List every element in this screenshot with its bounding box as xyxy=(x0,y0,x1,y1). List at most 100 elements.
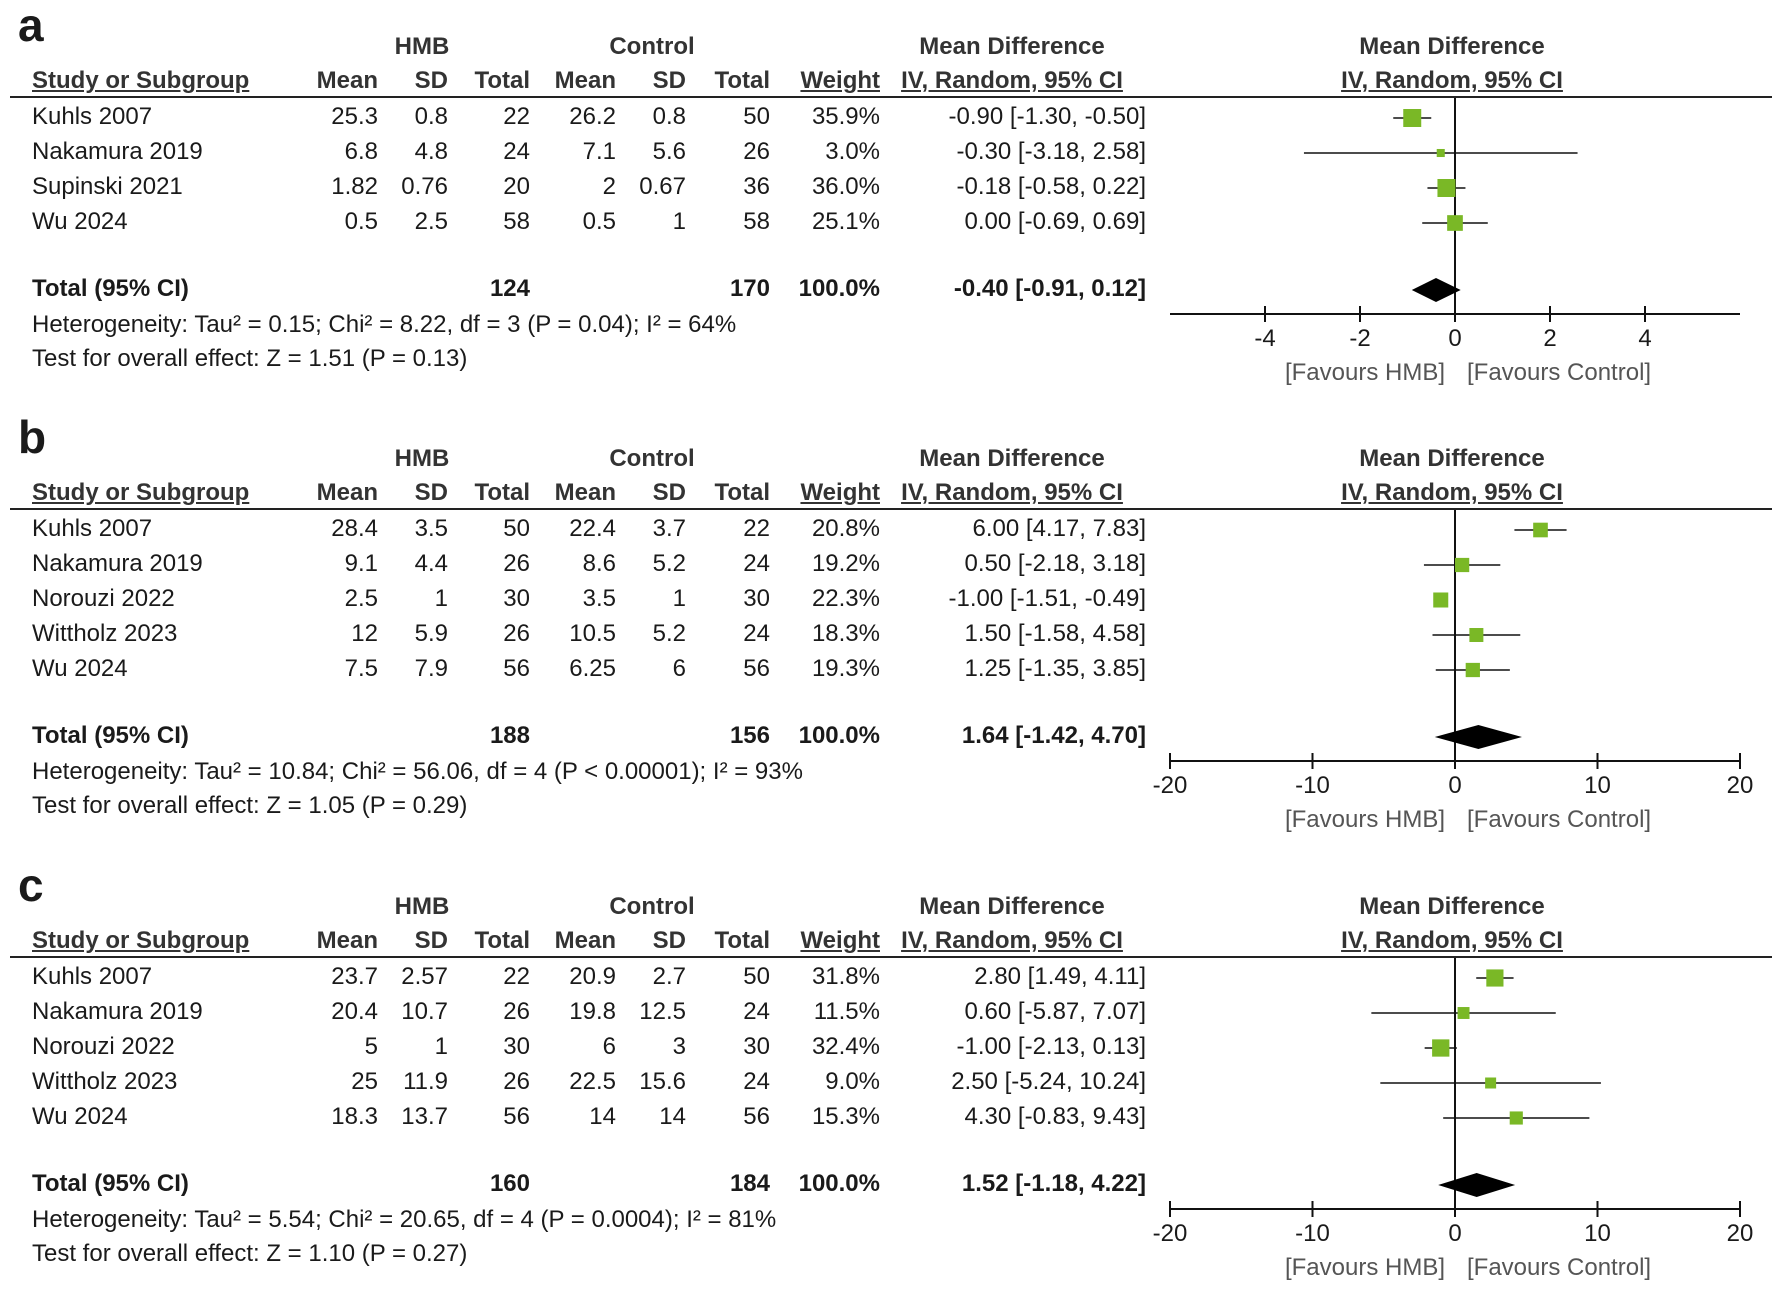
pooled-diamond xyxy=(1438,1173,1516,1197)
x-tick-label: -20 xyxy=(1153,772,1188,799)
control-sd: 3 xyxy=(672,1033,686,1060)
hmb-total: 26 xyxy=(503,550,530,577)
hmb-sd: 4.4 xyxy=(414,550,448,577)
hmb-mean: 5 xyxy=(364,1033,378,1060)
plot-md-header: Mean Difference xyxy=(1359,445,1545,472)
study-weight: 19.3% xyxy=(811,655,880,682)
x-tick-label: -2 xyxy=(1349,325,1370,352)
favours-hmb-label: [Favours HMB] xyxy=(1285,1254,1445,1281)
hmb-mean: 7.5 xyxy=(344,655,378,682)
study-col-header: Study or Subgroup xyxy=(32,927,250,954)
study-md-ci: 2.80 [1.49, 4.11] xyxy=(974,963,1146,990)
control-mean: 8.6 xyxy=(582,550,616,577)
control-mean: 3.5 xyxy=(582,585,616,612)
forest-panel-b: b HMB Control Mean Difference Mean Differenc… xyxy=(0,411,1772,852)
plot-md-method-header: IV, Random, 95% CI xyxy=(1341,927,1563,954)
study-name: Norouzi 2022 xyxy=(32,585,175,612)
hmb-total: 22 xyxy=(503,963,530,990)
control-total: 26 xyxy=(743,138,770,165)
study-md-ci: 2.50 [-5.24, 10.24] xyxy=(951,1068,1146,1095)
hmb-sd-header: SD xyxy=(414,67,448,94)
hmb-group-header: HMB xyxy=(394,445,450,472)
hmb-mean: 18.3 xyxy=(331,1103,378,1130)
hmb-total: 20 xyxy=(503,173,530,200)
study-square xyxy=(1485,1077,1497,1089)
control-sd: 1 xyxy=(672,585,686,612)
study-md-ci: 0.60 [-5.87, 7.07] xyxy=(964,998,1146,1025)
control-sd: 14 xyxy=(659,1103,686,1130)
hmb-total-header: Total xyxy=(474,479,530,506)
control-total: 30 xyxy=(743,585,770,612)
study-weight: 11.5% xyxy=(813,998,880,1025)
study-weight: 3.0% xyxy=(825,138,880,165)
total-control-n: 156 xyxy=(729,722,770,749)
control-mean: 0.5 xyxy=(582,208,616,235)
study-weight: 20.8% xyxy=(811,515,880,542)
x-tick-label: -4 xyxy=(1254,325,1275,352)
hmb-mean-header: Mean xyxy=(316,479,378,506)
x-tick-label: 20 xyxy=(1727,772,1754,799)
total-label: Total (95% CI) xyxy=(32,1170,189,1197)
study-square xyxy=(1447,215,1463,231)
study-square xyxy=(1469,628,1484,642)
study-md-ci: -0.30 [-3.18, 2.58] xyxy=(956,138,1146,165)
control-sd: 3.7 xyxy=(652,515,686,542)
study-name: Wittholz 2023 xyxy=(32,1068,178,1095)
hmb-sd: 5.9 xyxy=(414,620,448,647)
favours-hmb-label: [Favours HMB] xyxy=(1285,806,1445,833)
study-md-ci: 1.25 [-1.35, 3.85] xyxy=(964,655,1146,682)
hmb-mean: 12 xyxy=(351,620,378,647)
study-md-ci: 6.00 [4.17, 7.83] xyxy=(972,515,1146,542)
control-total: 50 xyxy=(743,103,770,130)
hmb-mean: 28.4 xyxy=(331,515,378,542)
study-square xyxy=(1403,109,1422,127)
control-mean: 2 xyxy=(602,173,616,200)
control-sd: 6 xyxy=(672,655,686,682)
header-rule xyxy=(10,956,1772,958)
header-rule xyxy=(10,508,1772,510)
weight-header: Weight xyxy=(800,927,880,954)
control-mean: 22.4 xyxy=(569,515,616,542)
control-total: 22 xyxy=(743,515,770,542)
hmb-total: 50 xyxy=(503,515,530,542)
total-control-n: 184 xyxy=(729,1170,770,1197)
total-md-ci: 1.64 [-1.42, 4.70] xyxy=(961,722,1146,749)
study-col-header: Study or Subgroup xyxy=(32,479,250,506)
hmb-total: 58 xyxy=(503,208,530,235)
study-md-ci: -0.90 [-1.30, -0.50] xyxy=(948,103,1146,130)
hmb-sd: 2.5 xyxy=(414,208,448,235)
forest-panel-c: c HMB Control Mean Difference Mean Differenc… xyxy=(0,859,1772,1300)
hmb-total-header: Total xyxy=(474,927,530,954)
study-square xyxy=(1432,1039,1450,1057)
control-total: 24 xyxy=(743,998,770,1025)
study-name: Nakamura 2019 xyxy=(32,998,203,1025)
study-square xyxy=(1436,148,1445,158)
study-md-ci: -1.00 [-1.51, -0.49] xyxy=(948,585,1146,612)
hmb-sd: 13.7 xyxy=(401,1103,448,1130)
pooled-diamond xyxy=(1411,278,1461,302)
forest-plot-area: -20 -10 0 10 20 [Favours HMB] [Favours Control… xyxy=(1153,958,1753,1281)
heterogeneity-text: Heterogeneity: Tau² = 0.15; Chi² = 8.22,… xyxy=(32,311,737,338)
control-sd-header: SD xyxy=(652,67,686,94)
control-total-header: Total xyxy=(714,479,770,506)
study-weight: 32.4% xyxy=(811,1033,880,1060)
hmb-sd: 11.9 xyxy=(403,1068,448,1095)
control-sd: 12.5 xyxy=(639,998,686,1025)
md-method-header: IV, Random, 95% CI xyxy=(901,479,1123,506)
hmb-mean: 0.5 xyxy=(344,208,378,235)
total-hmb-n: 188 xyxy=(489,722,530,749)
x-tick-label: 10 xyxy=(1584,1220,1611,1247)
x-tick-label: 0 xyxy=(1448,325,1461,352)
x-tick-label: 4 xyxy=(1638,325,1651,352)
md-header: Mean Difference xyxy=(919,33,1105,60)
study-name: Kuhls 2007 xyxy=(32,963,153,990)
hmb-mean: 9.1 xyxy=(344,550,378,577)
header-rule xyxy=(10,96,1772,98)
md-method-header: IV, Random, 95% CI xyxy=(901,927,1123,954)
weight-header: Weight xyxy=(800,479,880,506)
overall-effect-text: Test for overall effect: Z = 1.10 (P = 0… xyxy=(32,1240,468,1267)
study-weight: 19.2% xyxy=(811,550,880,577)
heterogeneity-text: Heterogeneity: Tau² = 10.84; Chi² = 56.0… xyxy=(32,758,803,785)
study-weight: 31.8% xyxy=(811,963,880,990)
study-weight: 25.1% xyxy=(811,208,880,235)
